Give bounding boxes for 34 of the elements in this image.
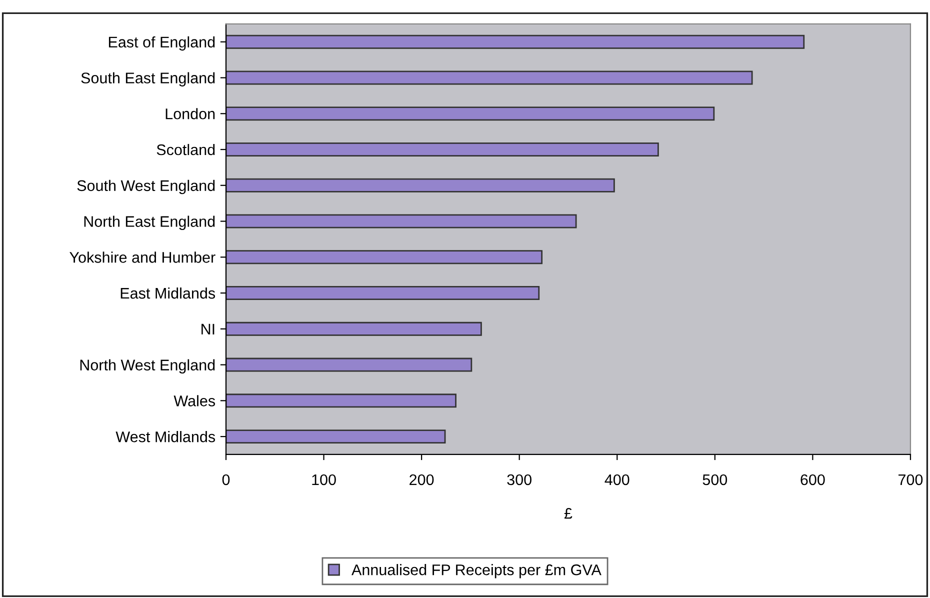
bar — [226, 250, 543, 264]
y-tick-label: North East England — [84, 216, 215, 230]
x-tick-label: 300 — [507, 474, 532, 486]
y-tick-label: London — [166, 108, 215, 120]
x-tick-label: 700 — [898, 474, 923, 486]
x-tick-label: 100 — [312, 474, 336, 486]
bar — [226, 214, 577, 228]
y-tick-label: Wales — [174, 395, 216, 406]
bar — [226, 106, 715, 121]
legend-label: Annualised FP Receipts per £m GVA — [352, 564, 602, 578]
bar — [226, 322, 482, 336]
x-tick-label: 400 — [604, 474, 630, 486]
bar — [226, 394, 456, 408]
x-tick-label: 200 — [410, 474, 434, 486]
x-tick-label: 600 — [800, 474, 825, 486]
bar — [226, 142, 659, 156]
y-tick-label: South West England — [77, 180, 215, 194]
y-tick-label: North West England — [80, 359, 215, 374]
bar — [226, 430, 446, 444]
y-tick-label: West Midlands — [116, 431, 216, 442]
bar — [226, 358, 472, 372]
y-tick-label: Scotland — [156, 144, 215, 156]
y-tick-label: East of England — [108, 36, 215, 51]
bar — [226, 34, 805, 49]
y-tick-label: East Midlands — [120, 287, 216, 299]
bar — [226, 178, 615, 192]
x-axis-title: £ — [564, 508, 572, 519]
bar — [226, 70, 753, 85]
y-tick-label: NI — [202, 324, 214, 334]
bar — [226, 286, 540, 300]
y-tick-label: Yokshire and Humber — [70, 252, 216, 263]
x-tick-label: 500 — [702, 474, 728, 486]
x-tick-label: 0 — [222, 474, 230, 486]
y-tick-label: South East England — [81, 72, 215, 86]
